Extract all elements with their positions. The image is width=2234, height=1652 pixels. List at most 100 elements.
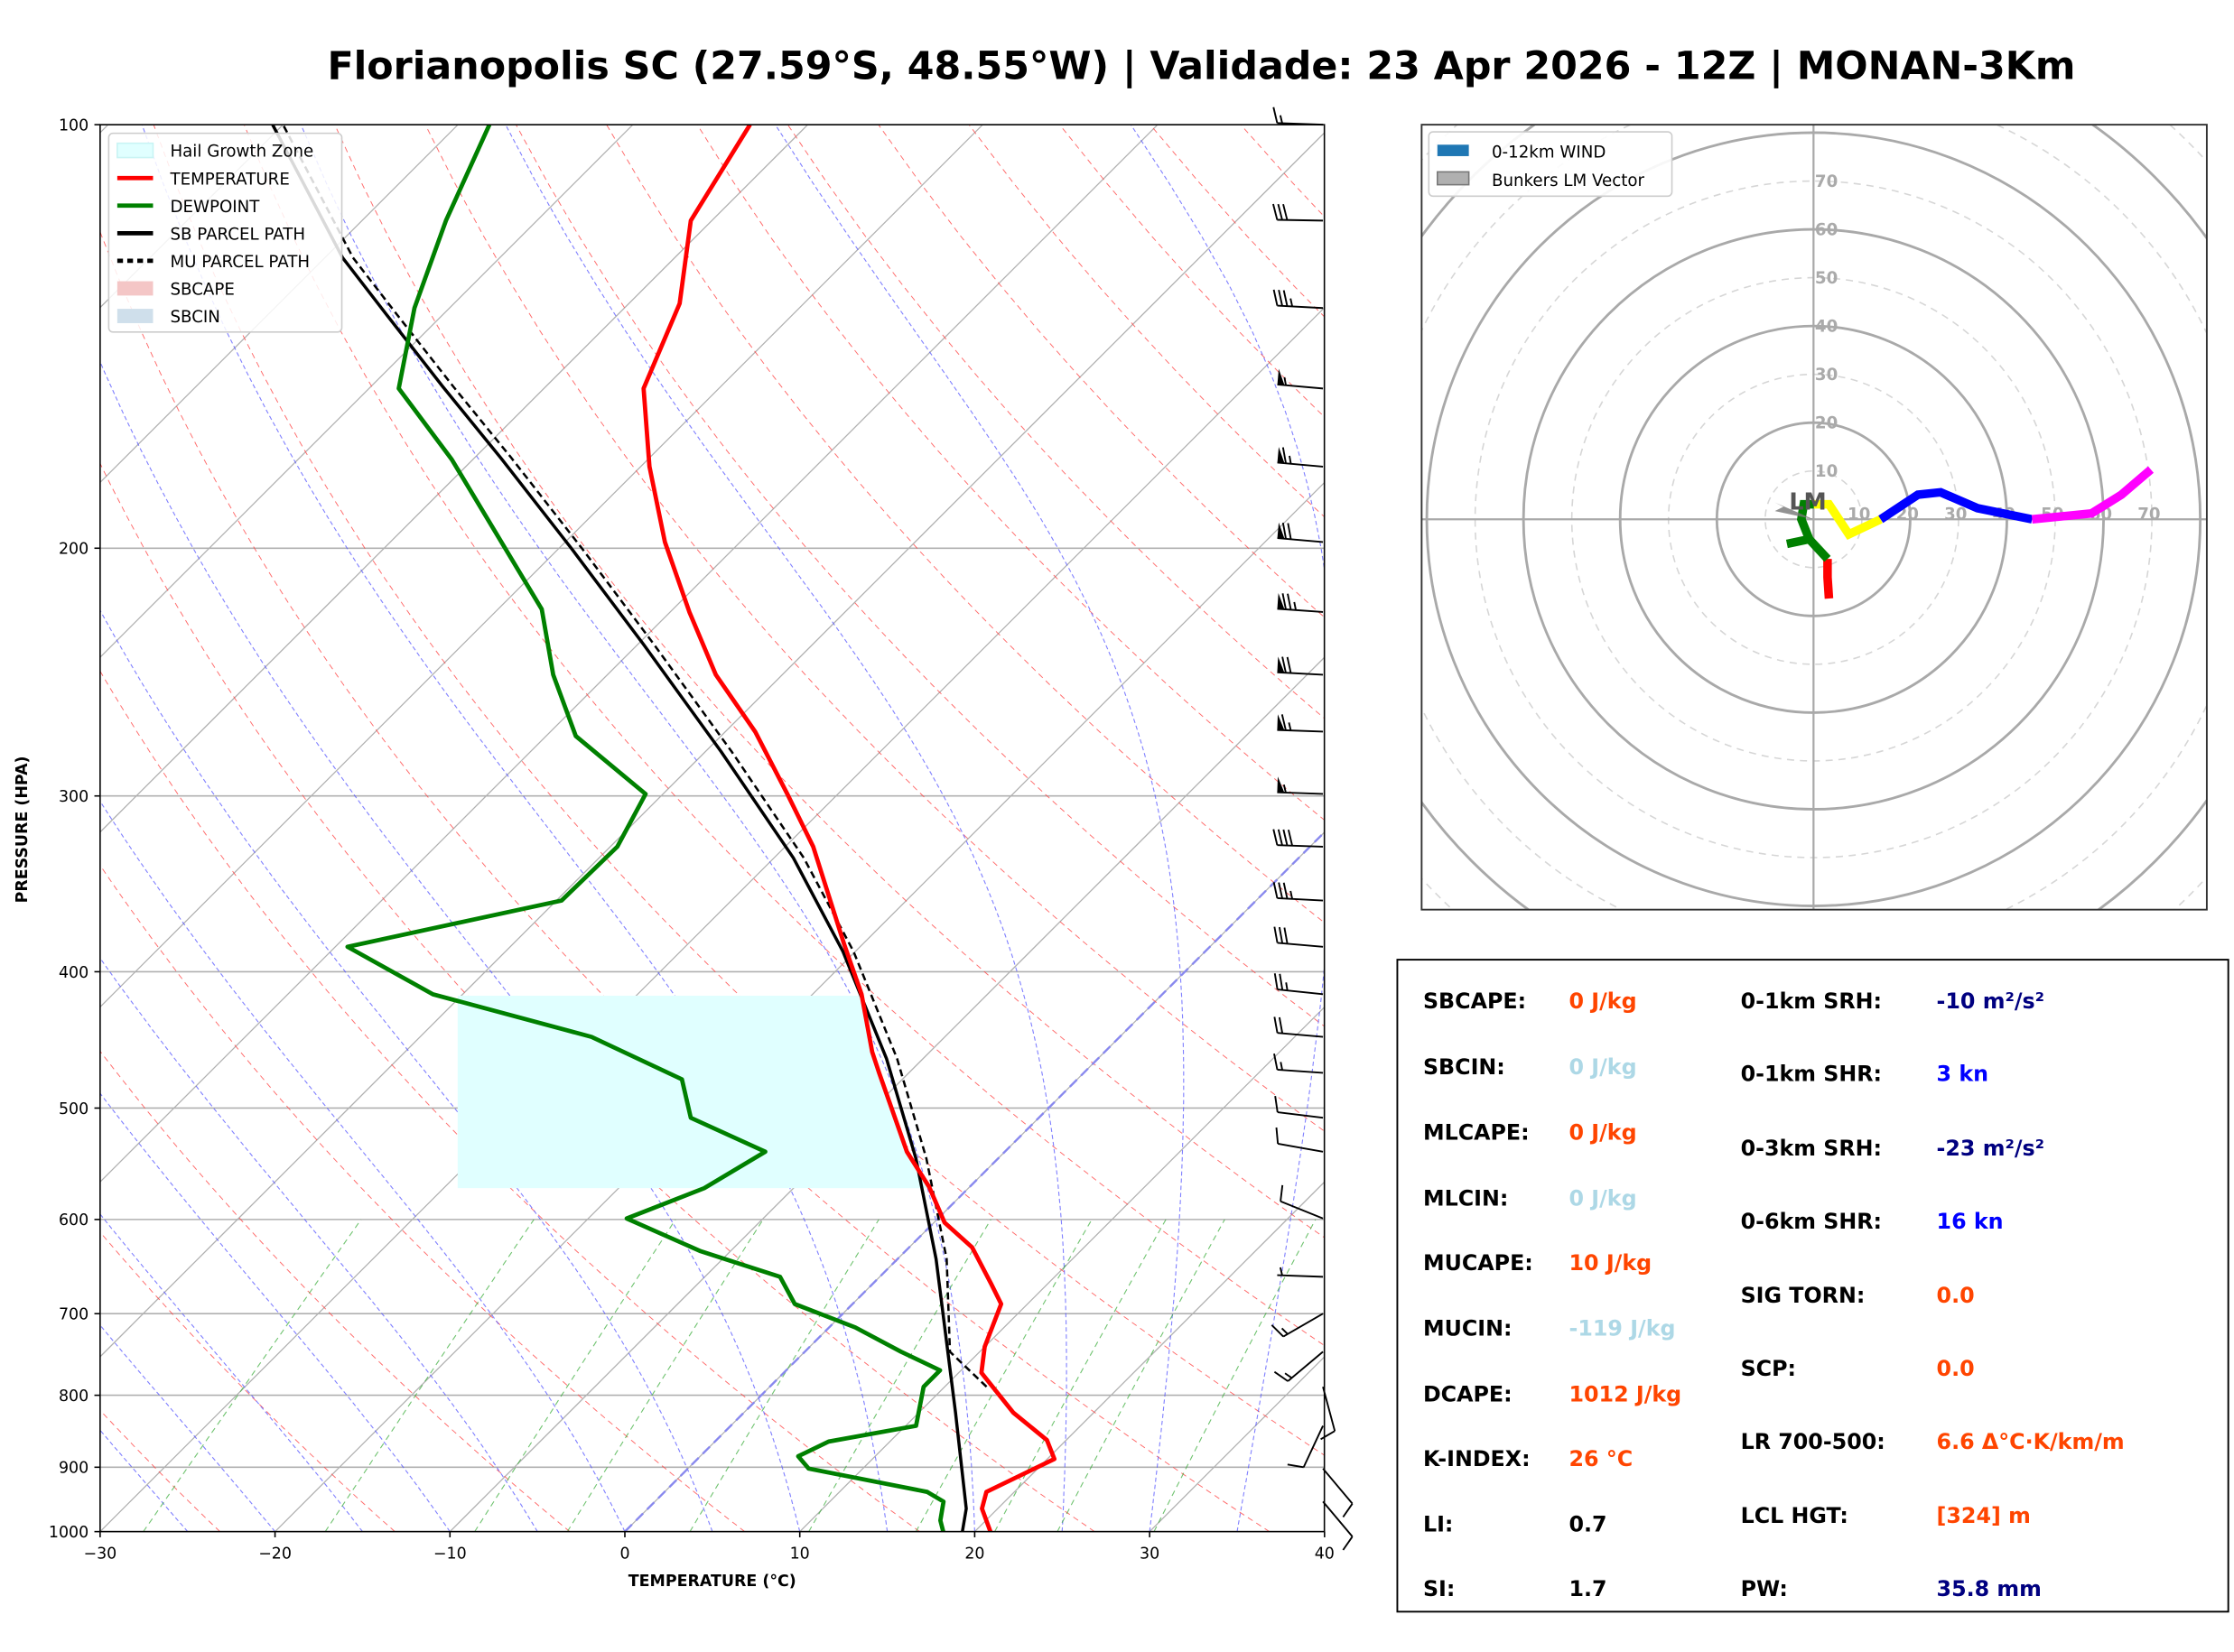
wind-barb-feather (1272, 882, 1279, 899)
x-tick-label: 0 (619, 1545, 629, 1564)
legend-label: Hail Growth Zone (170, 143, 313, 162)
wind-barb-staff (1322, 1468, 1354, 1505)
stat-value: 16 kn (1937, 1209, 2004, 1234)
x-tick-label: −20 (258, 1545, 292, 1564)
wind-barb-staff (1277, 671, 1324, 676)
stat-value: 0.0 (1937, 1283, 1975, 1308)
moist-adiabat-line (99, 800, 626, 1532)
wind-barb-half-feather (1283, 376, 1287, 385)
wind-barb-half-feather (1279, 1267, 1283, 1276)
wind-barb (1277, 368, 1324, 390)
stat-value: 26 °C (1569, 1446, 1634, 1471)
stat-label: DCAPE: (1423, 1382, 1513, 1407)
x-tick-label: 40 (1315, 1545, 1335, 1564)
hodograph-trace: LM (1774, 466, 2155, 599)
wind-barb (1277, 447, 1324, 468)
mixing-ratio-line (143, 1219, 362, 1532)
wind-barb-pennant (1277, 522, 1285, 539)
hodograph-frame (1420, 124, 2208, 911)
y-tick-label: 900 (59, 1460, 88, 1478)
wind-barb-feather (1273, 973, 1279, 990)
wind-barb (1273, 973, 1324, 996)
wind-barb-half-feather (1289, 298, 1293, 307)
wind-barb-staff (1277, 304, 1324, 310)
wind-barb (1277, 592, 1324, 613)
stat-value: 10 J/kg (1569, 1250, 1652, 1276)
stat-label: MLCAPE: (1423, 1120, 1530, 1146)
stat-value: 1.7 (1569, 1576, 1607, 1601)
dry-adiabat-line (99, 864, 746, 1532)
wind-barb (1273, 1350, 1324, 1382)
wind-barb-feather (1272, 107, 1279, 124)
hodograph-legend: 0-12km WIND Bunkers LM Vector (1428, 131, 1673, 198)
legend-label: MU PARCEL PATH (170, 253, 310, 272)
wind-barb-feather (1286, 656, 1292, 673)
stat-value: 0 J/kg (1569, 1186, 1637, 1211)
dry-adiabat-line (99, 1050, 571, 1532)
wind-barb-half-feather (1280, 1062, 1283, 1071)
x-axis-label: TEMPERATURE (°C) (628, 1573, 796, 1591)
hodograph-ring-label: 20 (1815, 414, 1838, 433)
moist-adiabat-line (300, 125, 975, 1532)
hodograph-segment (1813, 499, 1883, 540)
y-tick-label: 600 (59, 1211, 88, 1230)
y-tick-label: 1000 (49, 1524, 88, 1542)
hodograph-segment (1823, 559, 1834, 599)
wind-barb (1322, 1500, 1354, 1551)
skew-t-ticks: −30 −20 −10 0 10 20 30 40 100 200 300 400 500 600 700 8… (49, 116, 1335, 1563)
moist-adiabat-line (99, 1429, 189, 1532)
stats-frame (1396, 959, 2229, 1613)
hodograph-ring-label: 70 (1815, 172, 1838, 191)
wind-barb-half-feather (1285, 982, 1289, 991)
wind-barb-pennant (1277, 368, 1285, 385)
legend-label: DEWPOINT (170, 198, 260, 217)
stat-label: PW: (1741, 1576, 1788, 1601)
stat-label: K-INDEX: (1423, 1446, 1531, 1471)
legend-label: TEMPERATURE (169, 170, 289, 189)
stat-label: LR 700-500: (1741, 1429, 1885, 1454)
hodograph-segment (1785, 499, 1831, 562)
y-axis-label: PRESSURE (HPA) (14, 756, 32, 903)
hodograph-axis-label: 30 (1944, 505, 1967, 524)
wind-barb-half-feather (1293, 601, 1297, 610)
stat-value: 0 J/kg (1569, 988, 1637, 1014)
wind-barb (1272, 289, 1324, 310)
hodograph-axis-label: 10 (1848, 505, 1870, 524)
mu-parcel-path-line (282, 125, 988, 1388)
wind-barb (1271, 1313, 1324, 1338)
stat-label: MUCIN: (1423, 1316, 1513, 1341)
wind-barb-staff (1277, 729, 1324, 733)
freezing-isotherm-line (624, 831, 1325, 1532)
moist-adiabat-line (1130, 125, 1325, 1532)
hodograph-legend-frame (1428, 131, 1673, 198)
mixing-ratio-line (1056, 1219, 1225, 1532)
isotherm-line (449, 656, 1325, 1532)
wind-barb-feather (1277, 829, 1283, 846)
wind-barb-pennant (1277, 592, 1285, 609)
wind-barb-pennant (1277, 776, 1285, 793)
skew-t-profiles (271, 125, 1325, 1532)
stat-value: 6.6 Δ°C·K/km/m (1937, 1429, 2125, 1454)
wind-barb-half-feather (1289, 890, 1293, 899)
isotherm-line (99, 125, 459, 484)
wind-barb-staff (1302, 1425, 1324, 1468)
y-tick-label: 400 (59, 964, 88, 982)
wind-barb-staff (1277, 1111, 1324, 1119)
wind-barb-feather (1287, 523, 1292, 540)
x-tick-label: −30 (84, 1545, 117, 1564)
stat-value: 0 J/kg (1569, 1120, 1637, 1146)
wind-barb-feather (1273, 1053, 1279, 1071)
wind-barb-feather (1272, 829, 1279, 846)
stat-value: -23 m²/s² (1937, 1136, 2045, 1161)
wind-barb-half-feather (1284, 1372, 1293, 1379)
hodograph-ring-label: 10 (1815, 462, 1838, 481)
wind-barb-staff (1322, 1500, 1354, 1537)
wind-barb-staff (1277, 608, 1324, 613)
wind-barb-feather (1287, 1463, 1304, 1469)
wind-barb-feather (1281, 656, 1287, 673)
isotherm-line (275, 481, 1325, 1532)
wind-barb-feather (1278, 290, 1283, 307)
legend-swatch-wind (1437, 144, 1469, 156)
